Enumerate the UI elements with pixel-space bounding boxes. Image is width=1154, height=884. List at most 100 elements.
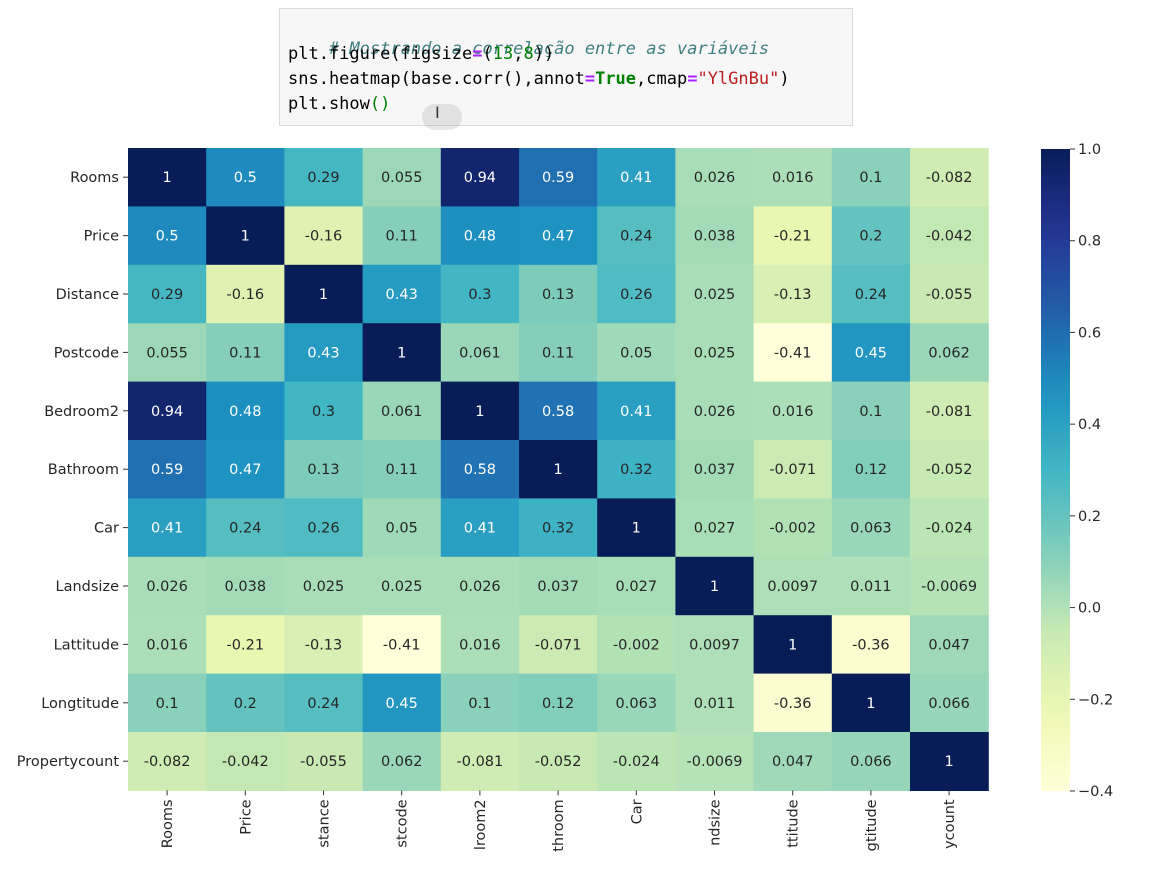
heatmap-cell <box>597 323 676 383</box>
heatmap-cell-annotation: 1 <box>632 521 641 537</box>
heatmap-cell <box>597 381 676 441</box>
heatmap-cell-annotation: 0.055 <box>381 170 423 186</box>
heatmap-cell-annotation: 0.11 <box>386 229 418 245</box>
heatmap-cell <box>831 323 911 383</box>
col-label: gtitude <box>864 799 880 851</box>
heatmap-cell <box>440 381 520 441</box>
heatmap-cell-annotation: 0.062 <box>381 754 423 770</box>
code-cell[interactable]: # Mostrando a correlação entre as variáv… <box>279 8 853 126</box>
heatmap-cell <box>910 498 989 558</box>
heatmap-cell-annotation: 0.016 <box>772 170 814 186</box>
heatmap-cell <box>284 323 364 383</box>
heatmap-cell <box>284 206 364 266</box>
heatmap-cell-annotation: 0.047 <box>928 637 970 653</box>
heatmap-cell <box>753 323 833 383</box>
heatmap-cell-annotation: 0.58 <box>542 404 574 420</box>
heatmap-cell <box>284 440 364 499</box>
heatmap-cell <box>910 732 989 791</box>
heatmap-cell <box>284 732 364 791</box>
row-label: Postcode <box>54 345 119 361</box>
code-comment: # Mostrando a correlação entre as variáv… <box>328 39 770 59</box>
heatmap-cell <box>128 148 207 207</box>
heatmap-cell <box>597 264 676 324</box>
heatmap-cell-annotation: 0.038 <box>225 579 267 595</box>
row-label: Price <box>84 229 119 245</box>
heatmap-cell-annotation: 0.037 <box>694 462 736 478</box>
heatmap-cell <box>519 556 598 616</box>
heatmap-cell <box>910 440 989 499</box>
heatmap-cell <box>362 264 442 324</box>
heatmap-cell <box>519 615 598 675</box>
colorbar-tick-label: 0.0 <box>1078 601 1101 617</box>
heatmap-cell-annotation: 0.59 <box>151 462 183 478</box>
heatmap-cell-annotation: 0.24 <box>620 229 652 245</box>
heatmap-cell-annotation: 0.5 <box>234 170 257 186</box>
heatmap-cell-annotation: 0.1 <box>468 696 491 712</box>
heatmap-cell-annotation: 0.063 <box>616 696 658 712</box>
row-label: Longtitude <box>41 696 119 712</box>
heatmap-cell-annotation: 0.11 <box>542 345 574 361</box>
heatmap-cell-annotation: -0.052 <box>926 462 973 478</box>
heatmap-cell <box>831 732 911 791</box>
row-label: Distance <box>56 287 119 303</box>
heatmap-cell-annotation: 0.13 <box>542 287 574 303</box>
heatmap-cell <box>831 381 911 441</box>
heatmap-cell-annotation: 0.027 <box>694 521 736 537</box>
heatmap-cell-annotation: 1 <box>241 229 250 245</box>
heatmap-cell-annotation: 0.12 <box>855 462 887 478</box>
row-label: Car <box>94 521 119 537</box>
heatmap-cell <box>362 323 442 383</box>
heatmap-cell <box>910 381 989 441</box>
heatmap-cell <box>440 264 520 324</box>
heatmap-cell-annotation: 0.063 <box>850 521 892 537</box>
heatmap-cell <box>440 323 520 383</box>
colorbar <box>1041 149 1070 791</box>
heatmap-cell-annotation: 0.24 <box>229 521 261 537</box>
heatmap-cell-annotation: 0.062 <box>928 345 970 361</box>
heatmap-cell <box>675 323 755 383</box>
heatmap-cell-annotation: 0.016 <box>146 637 188 653</box>
heatmap-cell-annotation: 0.016 <box>459 637 501 653</box>
heatmap-cell <box>440 498 520 558</box>
heatmap-cell <box>753 732 833 791</box>
heatmap-cell-annotation: -0.21 <box>774 229 812 245</box>
heatmap-cell-annotation: 0.027 <box>616 579 658 595</box>
heatmap-cell-annotation: 0.037 <box>537 579 579 595</box>
col-label: stcode <box>395 799 411 847</box>
heatmap-cell-annotation: 0.45 <box>855 345 887 361</box>
heatmap-cell <box>831 498 911 558</box>
heatmap-cell <box>128 556 207 616</box>
heatmap-cell-annotation: -0.41 <box>774 345 812 361</box>
heatmap-cell <box>597 732 676 791</box>
colorbar-tick-label: 0.6 <box>1078 325 1101 341</box>
heatmap-cell-annotation: 0.58 <box>464 462 496 478</box>
heatmap-cell <box>128 264 207 324</box>
heatmap-cell <box>128 732 207 791</box>
heatmap-cell <box>910 148 989 207</box>
heatmap-cell <box>206 381 285 441</box>
heatmap-cell-annotation: -0.16 <box>227 287 265 303</box>
heatmap-cell <box>362 615 442 675</box>
code-line-figure: plt.figure(figsize=(13,8)) <box>288 44 555 64</box>
heatmap-cell-annotation: 0.026 <box>694 404 736 420</box>
heatmap-cell <box>910 615 989 675</box>
heatmap-cell <box>597 673 676 733</box>
heatmap-cell-annotation: 0.29 <box>307 170 339 186</box>
colorbar-tick-label: 0.8 <box>1078 234 1101 250</box>
heatmap-cell <box>284 498 364 558</box>
col-label: ttitude <box>786 799 802 847</box>
heatmap-cell-annotation: 0.43 <box>386 287 418 303</box>
heatmap-cell-annotation: 0.26 <box>620 287 652 303</box>
heatmap-cell <box>675 148 755 207</box>
heatmap-cell-annotation: 0.32 <box>620 462 652 478</box>
heatmap-cell-annotation: -0.024 <box>926 521 973 537</box>
heatmap-cell <box>597 615 676 675</box>
heatmap-cell <box>831 673 911 733</box>
heatmap-cell <box>128 615 207 675</box>
heatmap-cell-annotation: -0.13 <box>305 637 343 653</box>
heatmap-cell <box>206 615 285 675</box>
heatmap-cell-annotation: 0.41 <box>620 404 652 420</box>
heatmap-cell-annotation: -0.36 <box>852 637 890 653</box>
heatmap-cell-annotation: 0.11 <box>386 462 418 478</box>
